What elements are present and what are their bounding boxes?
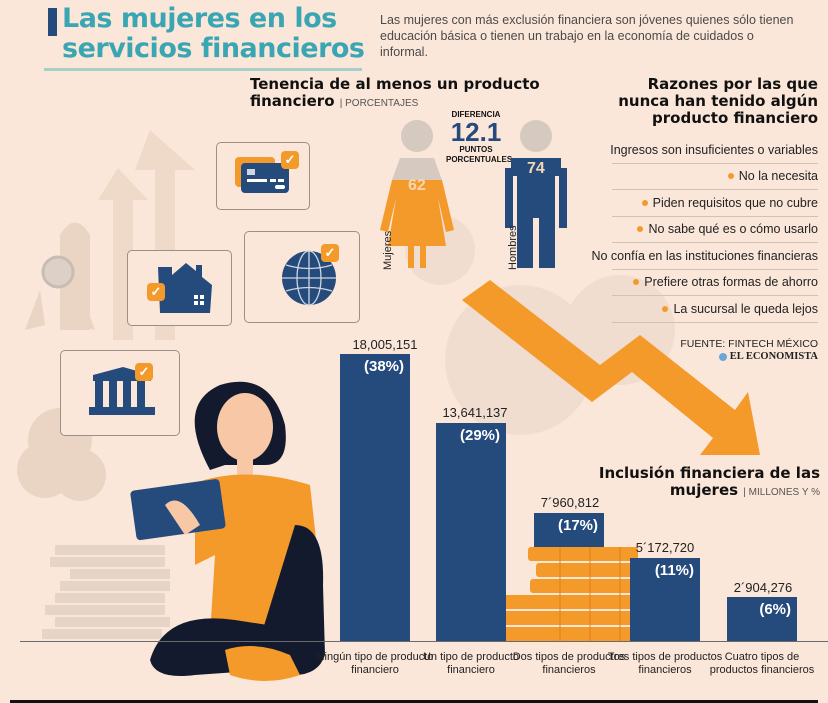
intro-text: Las mujeres con más exclusión financiera… [380, 13, 794, 59]
title-accent-bar [48, 8, 57, 36]
bar-value-label: 13,641,137 [442, 405, 508, 420]
reason-text: No confía en las instituciones financier… [591, 248, 818, 263]
reasons-list: Ingresos son insuficientes o variables N… [591, 137, 818, 323]
brand-name: EL ECONOMISTA [729, 351, 818, 362]
title-divider [44, 68, 362, 71]
category-label: Un tipo de producto financiero [422, 651, 519, 676]
tenencia-unit: | PORCENTAJES [339, 98, 419, 109]
category-label: Tres tipos de productos financieros [607, 651, 723, 676]
globe-icon [282, 250, 336, 306]
women-percent: 62 [408, 177, 426, 194]
list-item: La sucursal le queda lejos [612, 296, 818, 323]
bar-value-label: 18,005,151 [352, 337, 418, 352]
bullet-icon [641, 199, 648, 206]
bar-percent-label: (11%) [654, 562, 694, 579]
bullet-icon [727, 173, 734, 180]
check-icon: ✓ [135, 363, 153, 381]
list-item: No confía en las instituciones financier… [591, 243, 818, 270]
bar-dos-productos: (17%) [534, 513, 604, 547]
razones-heading: Razones por las que nunca han tenido alg… [618, 75, 818, 127]
tenencia-title: Tenencia de al menos un producto financi… [250, 75, 540, 110]
house-bubble: ✓ [127, 250, 232, 326]
reason-text: Ingresos son insuficientes o variables [610, 142, 818, 157]
man-figure-icon [505, 120, 567, 268]
list-item: Piden requisitos que no cubre [612, 190, 818, 217]
chart-baseline [20, 641, 828, 642]
bottom-divider [10, 700, 818, 703]
woman-with-tablet-illustration [130, 381, 325, 681]
reason-text: No sabe qué es o cómo usarlo [648, 222, 818, 237]
bank-bubble: ✓ [60, 350, 180, 436]
category-label: Dos tipos de productos financieros [512, 651, 626, 676]
bar-tres-productos: (11%) [630, 558, 700, 641]
title-line-2: servicios financieros [62, 33, 365, 64]
bar-percent-label: (17%) [557, 517, 598, 534]
woman-figure-icon [380, 120, 454, 268]
check-icon: ✓ [281, 151, 299, 169]
men-percent: 74 [527, 160, 545, 177]
globe-logo-icon [718, 352, 727, 361]
bullet-icon [633, 279, 640, 286]
credit-card-bubble: ✓ [216, 142, 310, 210]
list-item: Ingresos son insuficientes o variables [610, 137, 818, 164]
brand-logo: EL ECONOMISTA [640, 351, 818, 362]
reason-text: Prefiere otras formas de ahorro [644, 275, 818, 290]
women-label: Mujeres [382, 230, 394, 270]
list-item: No sabe qué es o cómo usarlo [612, 217, 818, 243]
tenencia-heading: Tenencia de al menos un producto financi… [250, 76, 540, 112]
house-icon [158, 263, 212, 313]
difference-label: DIFERENCIA [451, 110, 501, 119]
source-text: FUENTE: FINTECH MÉXICO [680, 338, 818, 350]
reason-text: Piden requisitos que no cubre [652, 195, 818, 210]
check-icon: ✓ [321, 244, 339, 262]
list-item: Prefiere otras formas de ahorro [612, 270, 818, 296]
bar-ningun-producto: (38%) [340, 354, 410, 641]
globe-bubble: ✓ [244, 231, 360, 323]
check-icon: ✓ [147, 283, 165, 301]
bar-un-producto: (29%) [436, 423, 506, 641]
difference-value: 12.1 [450, 117, 502, 147]
bar-value-label: 5´172,720 [635, 540, 695, 555]
title-line-1: Las mujeres en los [62, 3, 337, 34]
difference-unit-2: PORCENTUALES [446, 155, 513, 164]
bar-value-label: 2´904,276 [733, 580, 793, 595]
inclusion-unit: | MILLONES Y % [743, 487, 820, 498]
difference-unit-1: PUNTOS [459, 145, 493, 154]
reason-text: No la necesita [738, 169, 818, 184]
bullet-icon [662, 305, 669, 312]
bar-percent-label: (38%) [363, 358, 404, 375]
credit-card-icon [235, 157, 289, 193]
page-title: Las mujeres en los servicios financieros [62, 4, 365, 64]
difference-callout: DIFERENCIA 12.1 PUNTOS PORCENTUALES [446, 110, 513, 165]
bullet-icon [637, 226, 644, 233]
bar-percent-label: (6%) [759, 601, 791, 618]
inclusion-title: Inclusión financiera de las mujeres [598, 464, 820, 499]
list-item: No la necesita [612, 164, 818, 190]
men-label: Hombres [507, 225, 519, 270]
bar-cuatro-productos: (6%) [727, 597, 797, 641]
category-label: Ningún tipo de producto financiero [316, 651, 434, 676]
inclusion-heading: Inclusión financiera de las mujeres | MI… [590, 465, 820, 501]
bar-value-label: 7´960,812 [540, 495, 600, 510]
bar-percent-label: (29%) [459, 427, 500, 444]
category-label: Cuatro tipos de productos financieros [709, 651, 815, 676]
reason-text: La sucursal le queda lejos [673, 301, 818, 316]
